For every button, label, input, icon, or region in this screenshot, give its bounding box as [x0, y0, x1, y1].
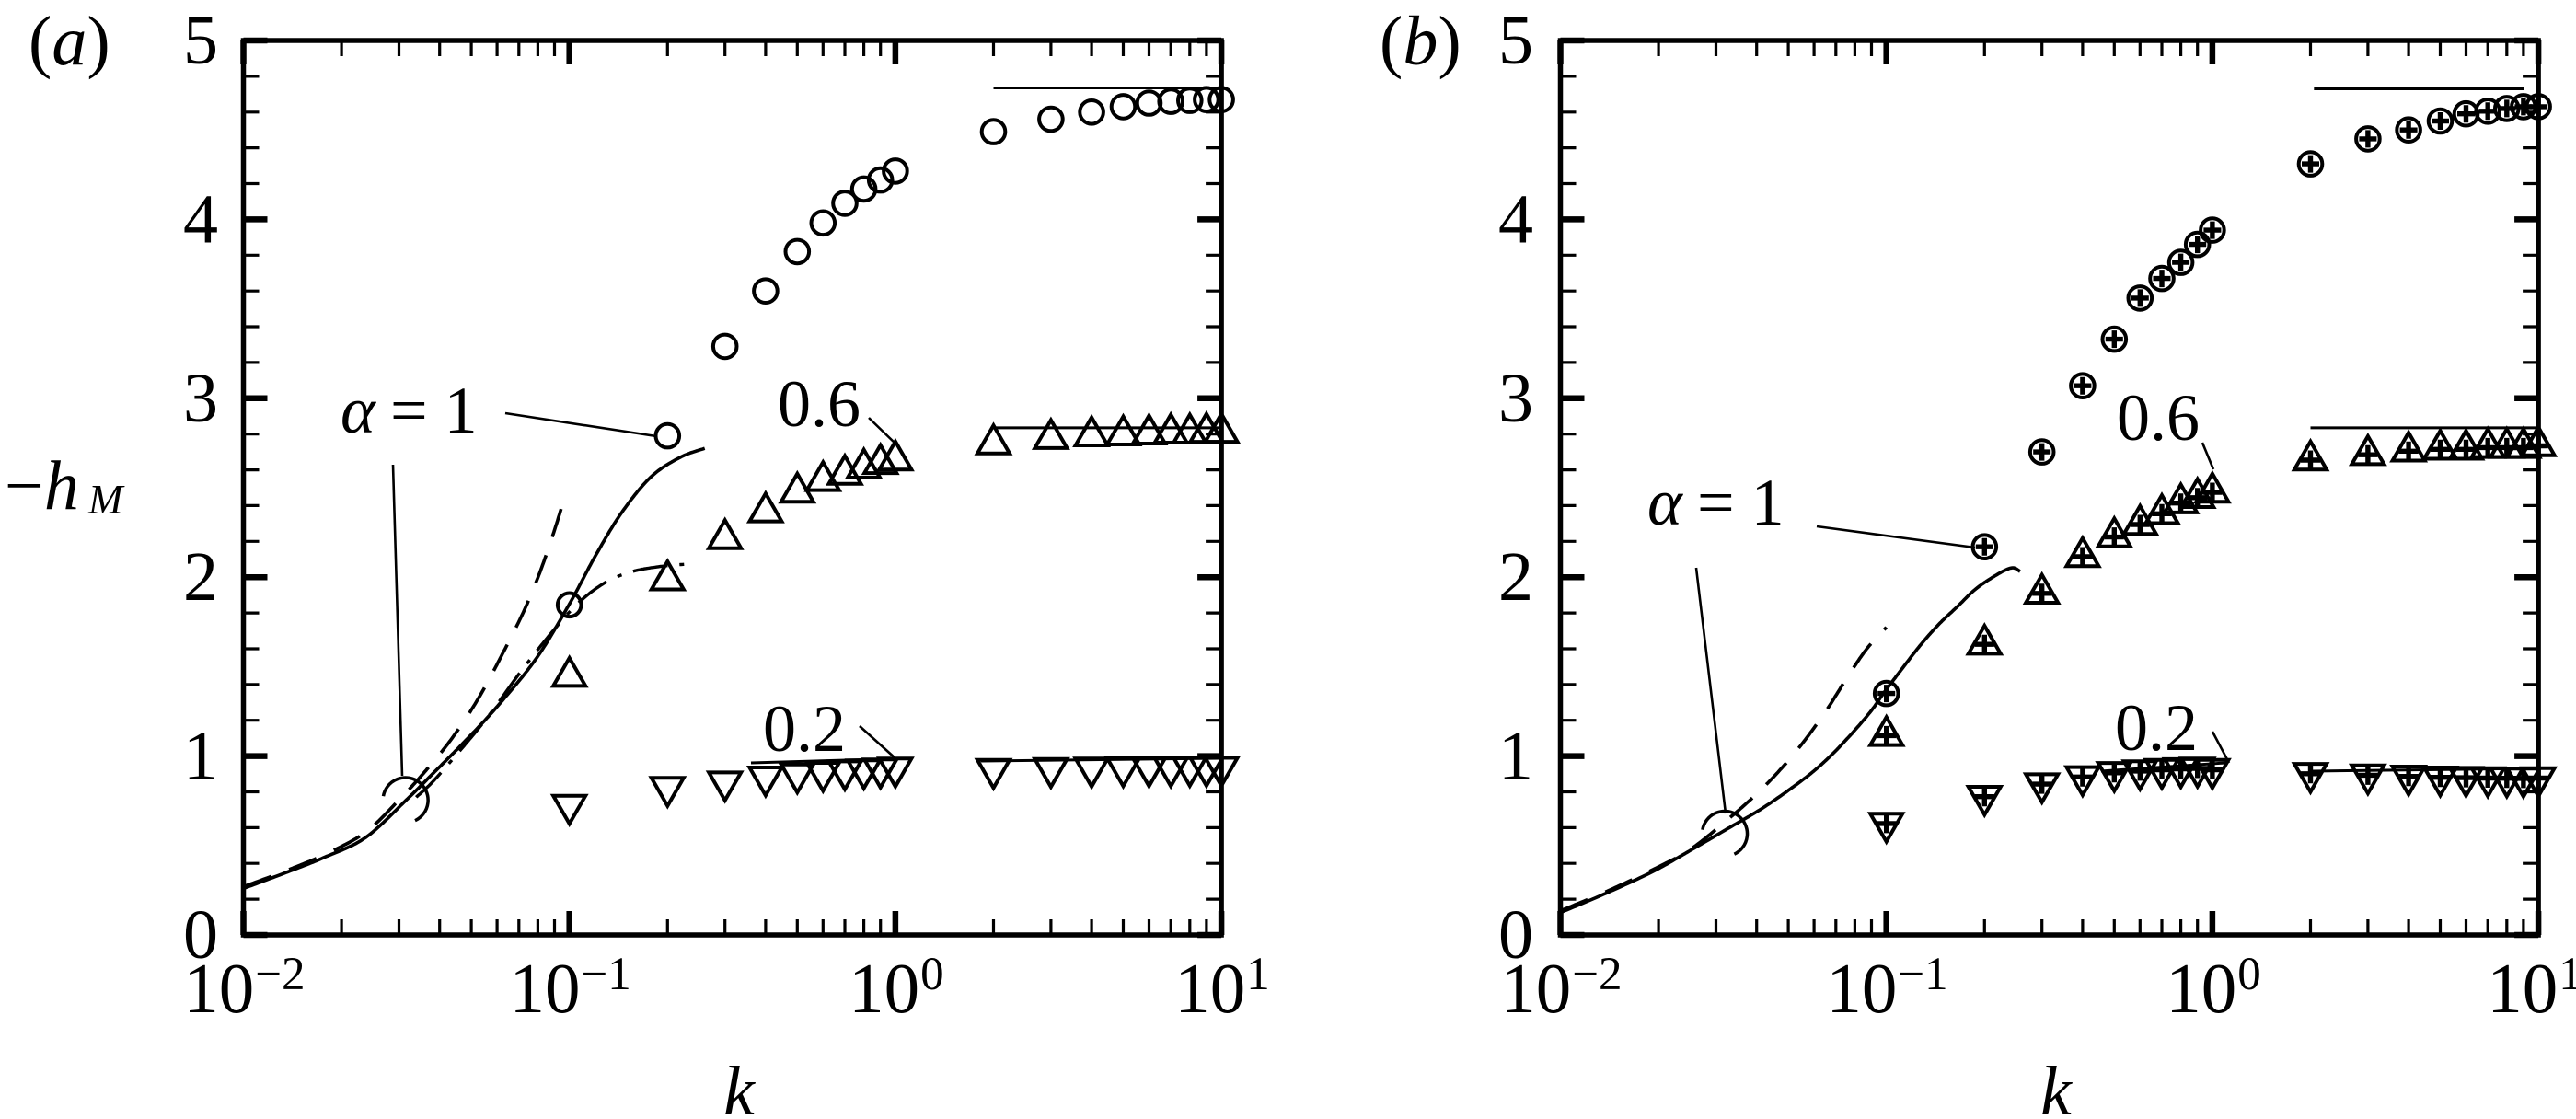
- svg-text:4: 4: [1498, 180, 1533, 258]
- svg-text:0.2: 0.2: [763, 692, 846, 766]
- svg-text:10: 10: [1174, 949, 1245, 1028]
- svg-text:α: α: [341, 374, 376, 447]
- svg-text:= 1: = 1: [1697, 466, 1785, 539]
- svg-text:4: 4: [183, 180, 218, 258]
- svg-text:10: 10: [510, 949, 581, 1028]
- svg-text:0.6: 0.6: [778, 367, 861, 441]
- svg-text:10: 10: [183, 949, 254, 1028]
- svg-text:10: 10: [2166, 949, 2236, 1028]
- svg-text:10: 10: [1500, 949, 1571, 1028]
- svg-text:M: M: [87, 477, 125, 523]
- svg-text:10: 10: [1826, 949, 1897, 1028]
- svg-text:5: 5: [183, 2, 218, 79]
- svg-text:3: 3: [183, 360, 218, 437]
- svg-text:−1: −1: [582, 949, 631, 1000]
- svg-text:10: 10: [849, 949, 919, 1028]
- svg-text:5: 5: [1498, 2, 1533, 79]
- svg-text:−1: −1: [1898, 949, 1947, 1000]
- svg-text:−2: −2: [1572, 949, 1622, 1000]
- svg-text:0.6: 0.6: [2117, 381, 2200, 455]
- svg-text:k: k: [723, 1053, 756, 1119]
- svg-text:1: 1: [2559, 949, 2576, 1000]
- svg-text:(b): (b): [1380, 3, 1461, 80]
- svg-text:3: 3: [1498, 360, 1533, 437]
- svg-text:α: α: [1647, 466, 1683, 539]
- svg-text:−2: −2: [255, 949, 305, 1000]
- svg-text:−h: −h: [5, 447, 79, 525]
- svg-text:1: 1: [183, 718, 218, 795]
- svg-text:k: k: [2040, 1053, 2073, 1119]
- svg-text:0.2: 0.2: [2115, 691, 2198, 765]
- svg-text:2: 2: [1498, 538, 1533, 616]
- svg-text:10: 10: [2487, 949, 2558, 1028]
- svg-text:(a): (a): [29, 3, 110, 80]
- svg-text:0: 0: [1498, 896, 1533, 974]
- svg-text:0: 0: [2237, 949, 2261, 1000]
- svg-text:2: 2: [183, 538, 218, 616]
- svg-text:= 1: = 1: [390, 374, 478, 447]
- svg-text:1: 1: [1498, 718, 1533, 795]
- svg-text:1: 1: [1246, 949, 1270, 1000]
- svg-text:0: 0: [183, 896, 218, 974]
- svg-text:0: 0: [920, 949, 944, 1000]
